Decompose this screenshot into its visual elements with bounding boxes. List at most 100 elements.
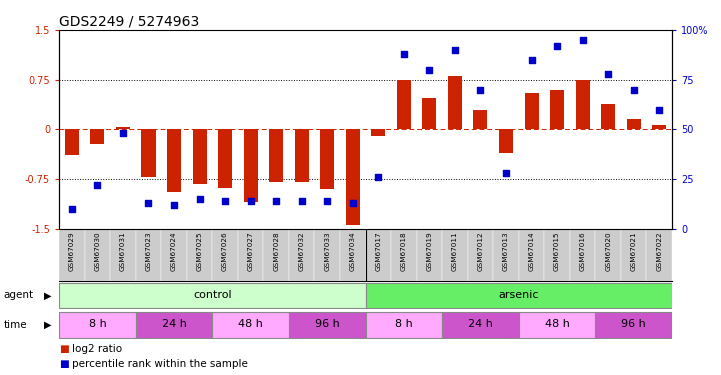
Text: control: control — [193, 290, 231, 300]
Point — [118, 130, 129, 136]
Text: 8 h: 8 h — [395, 319, 412, 329]
Text: GSM67033: GSM67033 — [324, 231, 330, 271]
Text: GSM67016: GSM67016 — [580, 231, 585, 271]
Text: GSM67015: GSM67015 — [554, 231, 560, 271]
Text: GSM67025: GSM67025 — [197, 231, 203, 271]
Text: GSM67017: GSM67017 — [376, 231, 381, 271]
Bar — [493, 229, 519, 280]
Bar — [346, 129, 360, 225]
Bar — [187, 229, 212, 280]
Point — [347, 200, 358, 206]
Bar — [289, 312, 366, 338]
Point — [66, 206, 78, 212]
Bar — [269, 129, 283, 182]
Bar — [524, 93, 539, 129]
Point — [526, 57, 537, 63]
Bar — [289, 229, 314, 280]
Point — [577, 37, 588, 43]
Text: ▶: ▶ — [45, 320, 52, 330]
Bar — [391, 229, 417, 280]
Text: ■: ■ — [59, 344, 69, 354]
Bar — [84, 229, 110, 280]
Text: GSM67022: GSM67022 — [656, 231, 662, 271]
Bar — [397, 80, 411, 129]
Bar — [244, 129, 257, 202]
Text: GSM67018: GSM67018 — [401, 231, 407, 271]
Bar — [653, 125, 666, 129]
Point — [602, 71, 614, 77]
Bar — [647, 229, 672, 280]
Text: GSM67034: GSM67034 — [350, 231, 355, 271]
Bar — [212, 312, 289, 338]
Text: GSM67014: GSM67014 — [528, 231, 534, 271]
Bar — [218, 129, 232, 188]
Bar — [423, 98, 436, 129]
Point — [628, 87, 640, 93]
Point — [245, 198, 257, 204]
Bar — [366, 283, 672, 308]
Point — [398, 51, 410, 57]
Bar — [162, 229, 187, 280]
Text: log2 ratio: log2 ratio — [72, 344, 123, 354]
Bar — [596, 312, 672, 338]
Bar — [212, 229, 238, 280]
Bar — [474, 110, 487, 129]
Point — [219, 198, 231, 204]
Bar — [167, 129, 181, 192]
Bar — [544, 229, 570, 280]
Point — [92, 182, 103, 188]
Text: GSM67030: GSM67030 — [94, 231, 100, 271]
Point — [143, 200, 154, 206]
Bar — [193, 129, 207, 184]
Bar — [499, 129, 513, 153]
Bar — [59, 312, 136, 338]
Point — [270, 198, 282, 204]
Bar — [136, 312, 212, 338]
Bar — [238, 229, 263, 280]
Text: GSM67027: GSM67027 — [247, 231, 254, 271]
Bar — [519, 312, 596, 338]
Text: 8 h: 8 h — [89, 319, 106, 329]
Text: 24 h: 24 h — [468, 319, 493, 329]
Bar — [550, 90, 564, 129]
Bar — [448, 76, 462, 129]
Bar — [442, 229, 468, 280]
Text: 96 h: 96 h — [622, 319, 646, 329]
Text: GSM67020: GSM67020 — [605, 231, 611, 271]
Text: ■: ■ — [59, 359, 69, 369]
Text: GSM67029: GSM67029 — [69, 231, 75, 271]
Bar — [621, 229, 647, 280]
Bar — [366, 229, 391, 280]
Bar — [136, 229, 162, 280]
Point — [552, 43, 563, 49]
Point — [424, 67, 435, 73]
Point — [322, 198, 333, 204]
Point — [500, 170, 512, 176]
Text: GSM67012: GSM67012 — [477, 231, 484, 271]
Point — [168, 202, 180, 208]
Point — [296, 198, 307, 204]
Text: GSM67013: GSM67013 — [503, 231, 509, 271]
Text: percentile rank within the sample: percentile rank within the sample — [72, 359, 248, 369]
Text: 24 h: 24 h — [162, 319, 187, 329]
Bar — [65, 129, 79, 154]
Text: 48 h: 48 h — [544, 319, 570, 329]
Text: agent: agent — [4, 290, 34, 300]
Text: 96 h: 96 h — [315, 319, 340, 329]
Text: 48 h: 48 h — [238, 319, 263, 329]
Bar — [320, 129, 335, 189]
Text: GSM67021: GSM67021 — [631, 231, 637, 271]
Bar — [263, 229, 289, 280]
Text: ▶: ▶ — [45, 290, 52, 300]
Text: GSM67011: GSM67011 — [452, 231, 458, 271]
Text: GSM67023: GSM67023 — [146, 231, 151, 271]
Point — [474, 87, 486, 93]
Bar — [371, 129, 385, 136]
Text: arsenic: arsenic — [498, 290, 539, 300]
Bar — [442, 312, 519, 338]
Text: GSM67032: GSM67032 — [298, 231, 305, 271]
Bar — [314, 229, 340, 280]
Bar — [116, 127, 130, 129]
Bar — [59, 229, 84, 280]
Bar — [295, 129, 309, 182]
